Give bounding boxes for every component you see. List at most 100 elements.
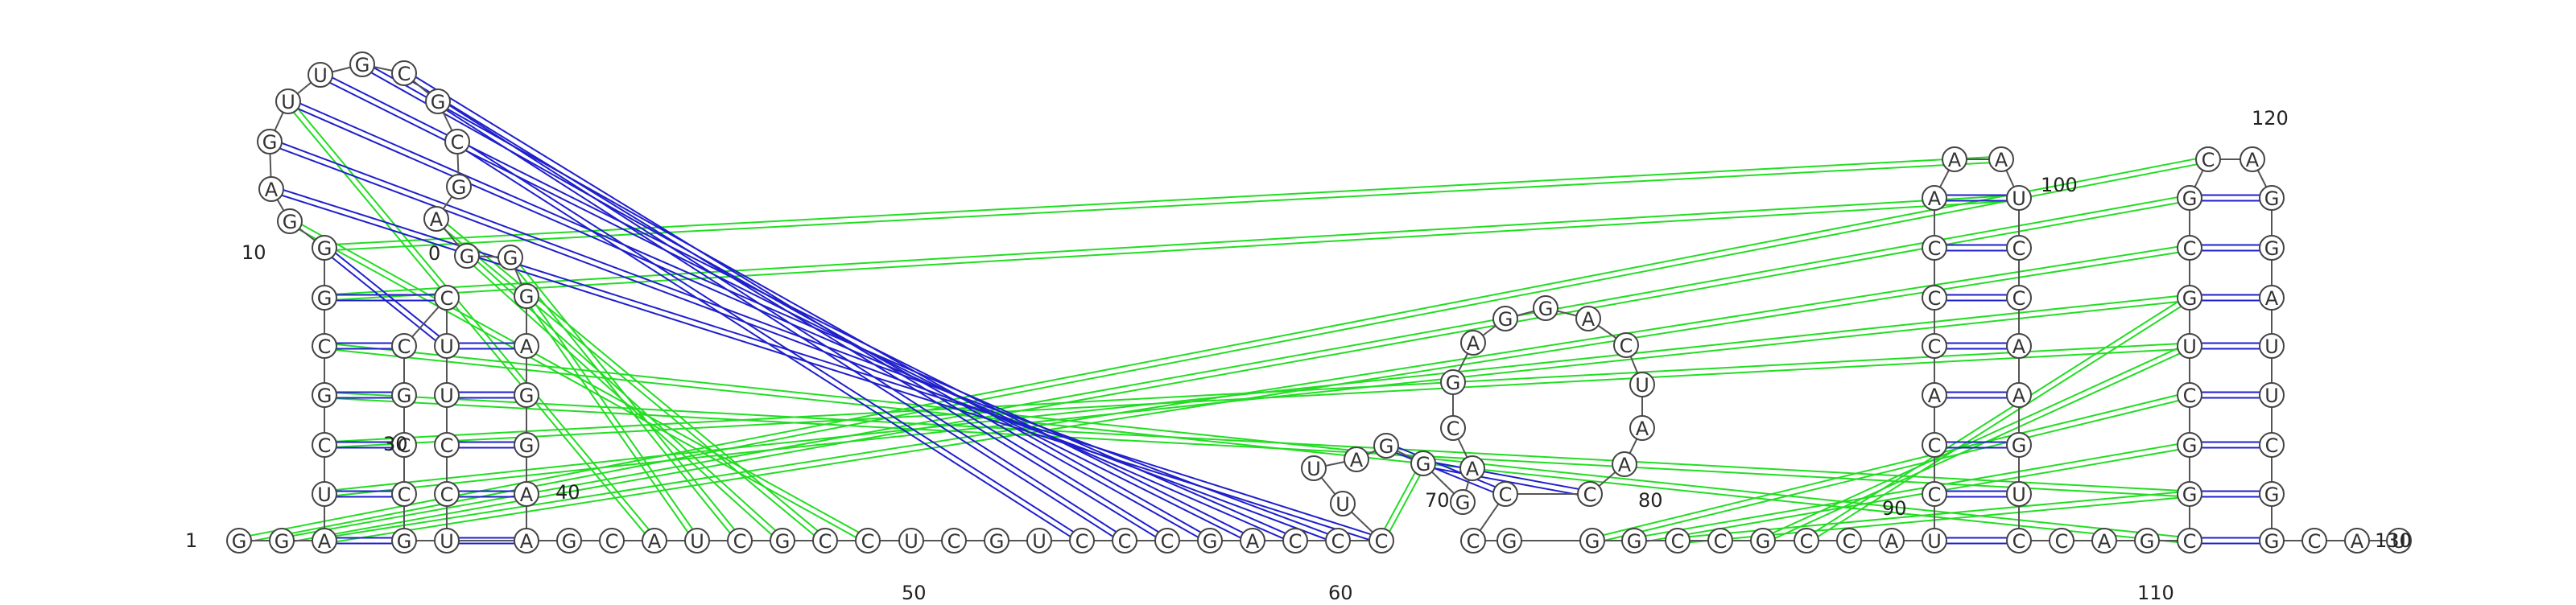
nucleotide: G [2134, 528, 2160, 554]
nucleotide: C [2006, 285, 2032, 311]
nucleotide: C [855, 528, 881, 554]
nucleotide: A [642, 528, 667, 554]
long-range-pair [405, 70, 1170, 539]
position-label: 30 [383, 433, 408, 455]
nucleotide-circle [391, 528, 417, 554]
nucleotide-circle [1942, 146, 1967, 172]
nucleotide-letter: G [562, 530, 577, 553]
nucleotide: G [514, 432, 539, 458]
nucleotide-circle [898, 528, 924, 554]
nucleotide: A [1629, 415, 1655, 441]
pseudoknot-pair [434, 220, 824, 544]
nucleotide-letter: C [398, 484, 411, 506]
nucleotide: G [446, 174, 472, 200]
nucleotide: C [1325, 528, 1351, 554]
nucleotide-letter: C [2183, 530, 2197, 553]
nucleotide: G [269, 528, 295, 554]
nucleotide-circle [434, 432, 460, 458]
nucleotide: G [425, 88, 451, 114]
position-label: 70 [1425, 489, 1450, 512]
nucleotide: U [1629, 372, 1655, 397]
canonical-pair [325, 245, 449, 345]
nucleotide: A [2006, 333, 2032, 359]
nucleotide-circle [2259, 333, 2285, 359]
nucleotide-letter: A [2246, 149, 2260, 171]
nucleotide-letter: G [2182, 434, 2198, 457]
nucleotide: G [391, 528, 417, 554]
nucleotide: C [1922, 481, 1947, 507]
nucleotide: G [312, 382, 337, 408]
nucleotide: A [2240, 146, 2265, 172]
nucleotide-letter: U [440, 530, 454, 553]
nucleotide: G [312, 285, 337, 311]
nucleotide-circle [1579, 528, 1605, 554]
nucleotide-letter: U [440, 335, 454, 358]
nucleotide: C [391, 333, 417, 359]
nucleotide-circle [2259, 235, 2285, 261]
nucleotide-circle [454, 243, 480, 269]
nucleotide-letter: C [2013, 237, 2026, 260]
pseudoknot-pair [238, 155, 2208, 539]
nucleotide: A [2259, 285, 2285, 311]
nucleotide: G [349, 51, 375, 77]
nucleotide: C [2006, 528, 2032, 554]
nucleotide: G [1750, 528, 1776, 554]
nucleotide-circle [2386, 528, 2412, 554]
nucleotide: G [770, 528, 795, 554]
nucleotide-letter: U [2012, 187, 2026, 210]
pseudoknot-pair [281, 194, 2190, 539]
nucleotide-circle [391, 382, 417, 408]
nucleotide: C [1492, 481, 1518, 507]
nucleotide-circle [1922, 481, 1947, 507]
nucleotide-letter: C [440, 287, 454, 310]
nucleotide-circle [2006, 481, 2032, 507]
pseudoknot-pair [437, 216, 828, 540]
nucleotide: U [1301, 455, 1327, 481]
nucleotide-circle [2006, 333, 2032, 359]
nucleotide-circle [1460, 330, 1486, 356]
nucleotide-circle [434, 285, 460, 311]
nucleotide-circle [2177, 285, 2202, 311]
nucleotide-circle [391, 60, 417, 86]
nucleotide-circle [1794, 528, 1819, 554]
pseudoknot-pair [1591, 391, 2190, 539]
nucleotide-circle [2344, 528, 2370, 554]
nucleotide-letter: G [317, 287, 332, 310]
nucleotide: G [1533, 295, 1558, 321]
nucleotide: U [1026, 528, 1052, 554]
nucleotide-circle [1368, 528, 1394, 554]
nucleotide-circle [2049, 528, 2074, 554]
nucleotide-circle [642, 528, 667, 554]
nucleotide-letter: A [520, 530, 534, 553]
nucleotide-circle [258, 176, 284, 202]
pseudoknot-pair [1592, 397, 2191, 545]
nucleotide: C [1440, 415, 1466, 441]
pseudoknot-pair [324, 342, 2190, 539]
nucleotide: C [434, 481, 460, 507]
nucleotide-letter: G [397, 530, 412, 553]
nucleotide-letter: A [648, 530, 662, 553]
nucleotide: G [312, 235, 337, 261]
long-range-pair [458, 138, 1084, 539]
nucleotide-letter: G [2140, 530, 2155, 553]
pseudoknot-pair [1633, 441, 2190, 539]
nucleotide: A [2006, 382, 2032, 408]
nucleotide-letter: C [1843, 530, 1856, 553]
nucleotide-letter: C [733, 530, 747, 553]
nucleotide-circle [2006, 432, 2032, 458]
nucleotide-letter: C [1714, 530, 1728, 553]
nucleotide: C [391, 60, 417, 86]
nucleotide-letter: C [2202, 149, 2215, 171]
nucleotide-letter: C [1928, 484, 1942, 506]
nucleotide: A [2091, 528, 2117, 554]
nucleotide-letter: A [1246, 530, 1260, 553]
nucleotide-letter: U [2264, 385, 2279, 407]
nucleotide-letter: G [2182, 287, 2198, 310]
nucleotide-circle [1613, 332, 1639, 358]
nucleotide-letter: A [430, 208, 444, 231]
nucleotide-circle [1344, 447, 1369, 472]
nucleotide: G [2259, 481, 2285, 507]
nucleotide-letter: G [283, 211, 298, 233]
nucleotide-letter: C [1928, 237, 1942, 260]
nucleotide: C [1836, 528, 1862, 554]
